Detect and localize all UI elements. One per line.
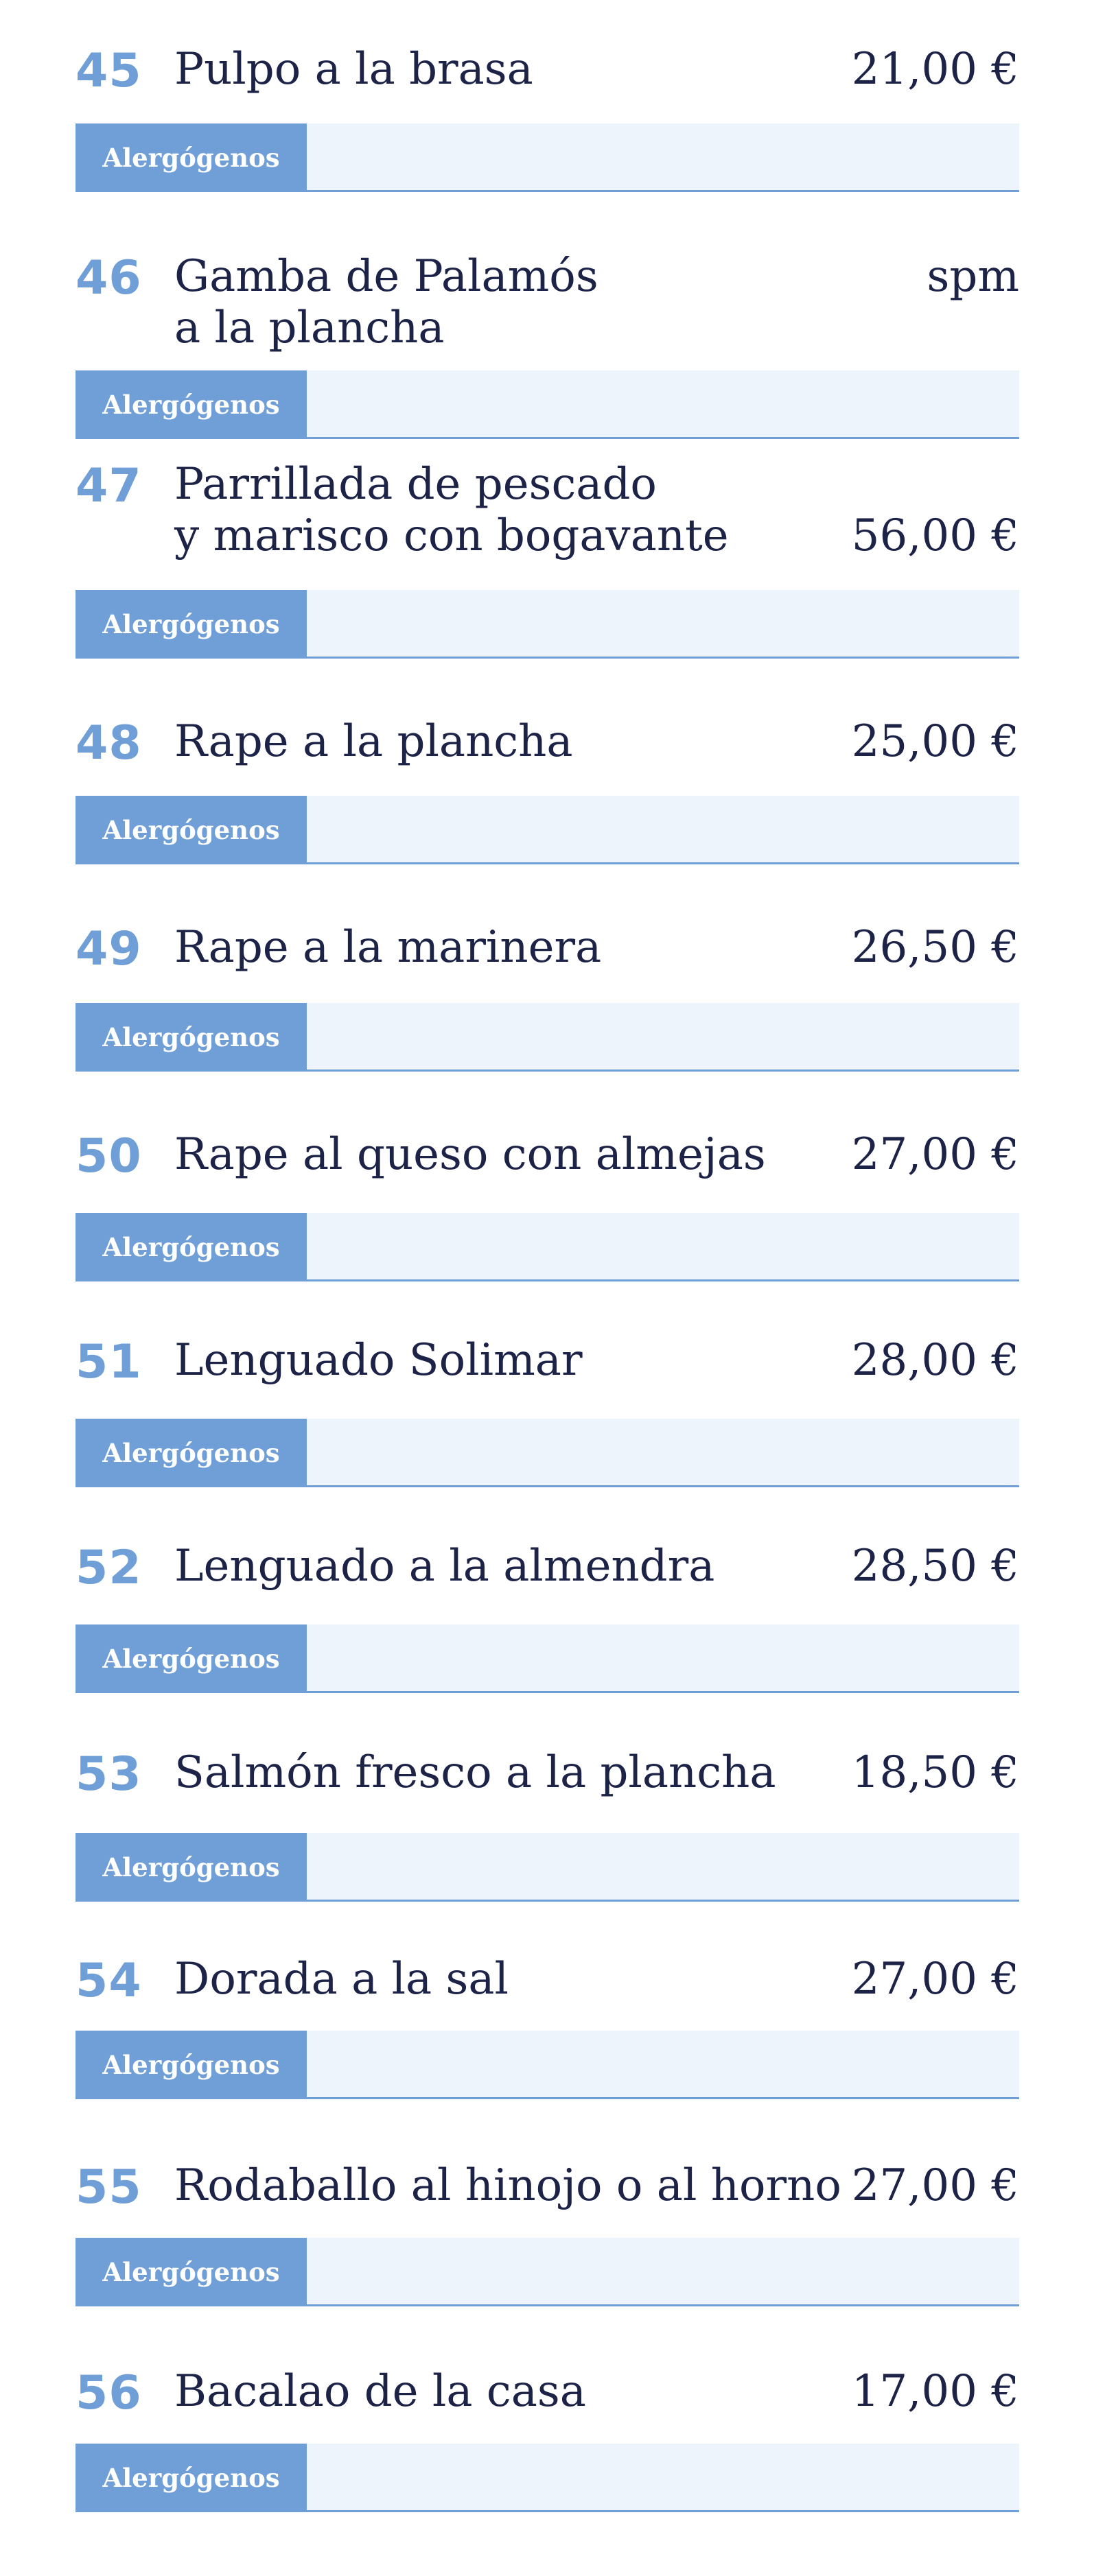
item-number: 53: [75, 1747, 142, 1801]
item-name-line: Pulpo a la brasa: [174, 44, 533, 95]
allergens-button[interactable]: Alergógenos: [75, 2031, 307, 2099]
item-name-line: Lenguado Solimar: [174, 1335, 583, 1386]
item-price: 17,00 €: [851, 2366, 1019, 2417]
item-price: spm: [927, 251, 1020, 302]
item-name: Rodaballo al hinojo o al horno: [174, 2160, 861, 2212]
item-number: 51: [75, 1335, 142, 1389]
item-price: 18,50 €: [851, 1747, 1019, 1798]
item-price: 27,00 €: [851, 2160, 1019, 2211]
item-name: Dorada a la sal: [174, 1954, 861, 2005]
allergen-bar: Alergógenos: [75, 2031, 1019, 2099]
item-number: 55: [75, 2160, 142, 2214]
allergens-button[interactable]: Alergógenos: [75, 1624, 307, 1693]
item-name-line: Dorada a la sal: [174, 1954, 509, 2005]
item-name-line: Parrillada de pescado: [174, 459, 657, 510]
item-name: Lenguado Solimar: [174, 1335, 861, 1386]
allergens-button[interactable]: Alergógenos: [75, 2238, 307, 2306]
item-number: 47: [75, 459, 142, 513]
allergens-button[interactable]: Alergógenos: [75, 1213, 307, 1281]
item-name-line: y marisco con bogavante: [174, 510, 729, 561]
item-number: 49: [75, 922, 142, 976]
item-name-line: Rape a la plancha: [174, 716, 573, 767]
item-price: 56,00 €: [851, 510, 1019, 561]
allergens-button[interactable]: Alergógenos: [75, 1419, 307, 1487]
item-price: 27,00 €: [851, 1129, 1019, 1180]
allergens-button[interactable]: Alergógenos: [75, 796, 307, 864]
allergen-bar: Alergógenos: [75, 1003, 1019, 1072]
item-name-line: a la plancha: [174, 303, 445, 353]
item-price: 27,00 €: [851, 1954, 1019, 2005]
item-number: 56: [75, 2366, 142, 2420]
allergen-bar: Alergógenos: [75, 1624, 1019, 1693]
item-name: Gamba de Palamós a la plancha: [174, 251, 861, 354]
item-number: 46: [75, 251, 142, 305]
allergens-button[interactable]: Alergógenos: [75, 1833, 307, 1902]
item-price: 28,00 €: [851, 1335, 1019, 1386]
item-name-line: Lenguado a la almendra: [174, 1541, 715, 1592]
item-name: Parrillada de pescado y marisco con bogav…: [174, 459, 861, 562]
allergen-bar: Alergógenos: [75, 1833, 1019, 1902]
item-number: 48: [75, 716, 142, 770]
item-name-line: Bacalao de la casa: [174, 2366, 586, 2417]
allergens-button[interactable]: Alergógenos: [75, 590, 307, 659]
item-name-line: Rape a la marinera: [174, 922, 602, 973]
item-name: Pulpo a la brasa: [174, 44, 861, 95]
item-name: Rape al queso con almejas: [174, 1129, 861, 1181]
allergens-button[interactable]: Alergógenos: [75, 2444, 307, 2512]
item-name-line: Rape al queso con almejas: [174, 1129, 766, 1180]
item-name: Salmón fresco a la plancha: [174, 1747, 861, 1799]
allergen-bar: Alergógenos: [75, 1213, 1019, 1281]
item-price: 26,50 €: [851, 922, 1019, 973]
item-name-line: Gamba de Palamós: [174, 251, 598, 302]
allergens-button[interactable]: Alergógenos: [75, 123, 307, 192]
item-number: 52: [75, 1541, 142, 1595]
allergens-button[interactable]: Alergógenos: [75, 370, 307, 439]
allergen-bar: Alergógenos: [75, 370, 1019, 439]
item-name: Rape a la plancha: [174, 716, 861, 768]
item-number: 54: [75, 1954, 142, 2008]
allergen-bar: Alergógenos: [75, 2444, 1019, 2512]
item-price: 21,00 €: [851, 44, 1019, 95]
item-name-line: Rodaballo al hinojo o al horno: [174, 2160, 841, 2211]
allergen-bar: Alergógenos: [75, 123, 1019, 192]
item-price: 25,00 €: [851, 716, 1019, 767]
allergens-button[interactable]: Alergógenos: [75, 1003, 307, 1072]
item-number: 45: [75, 44, 142, 98]
allergen-bar: Alergógenos: [75, 796, 1019, 864]
allergen-bar: Alergógenos: [75, 2238, 1019, 2306]
item-name-line: Salmón fresco a la plancha: [174, 1747, 776, 1798]
item-name: Bacalao de la casa: [174, 2366, 861, 2418]
allergen-bar: Alergógenos: [75, 590, 1019, 659]
item-name: Lenguado a la almendra: [174, 1541, 861, 1592]
item-number: 50: [75, 1129, 142, 1183]
item-name: Rape a la marinera: [174, 922, 861, 973]
item-price: 28,50 €: [851, 1541, 1019, 1592]
allergen-bar: Alergógenos: [75, 1419, 1019, 1487]
